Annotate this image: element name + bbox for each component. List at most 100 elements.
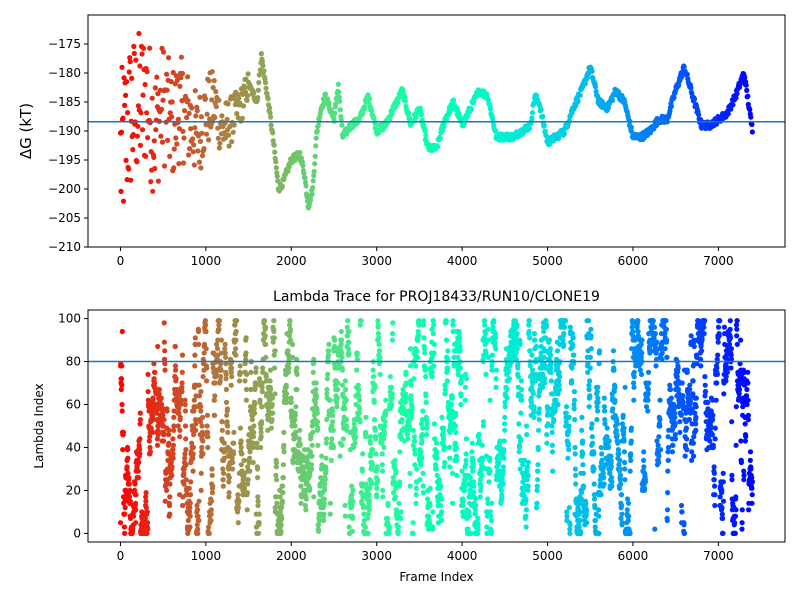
lambda-point <box>523 513 529 519</box>
delta-g-point <box>188 126 194 132</box>
lambda-point <box>549 449 556 455</box>
lambda-point <box>601 481 607 487</box>
x-tick-label: 3000 <box>361 549 392 563</box>
lambda-point <box>301 447 307 453</box>
lambda-point <box>223 399 230 405</box>
lambda-point <box>145 397 151 403</box>
lambda-point <box>665 468 671 474</box>
lambda-point <box>195 530 201 537</box>
lambda-point <box>181 481 187 487</box>
lambda-point <box>260 365 266 371</box>
lambda-point <box>740 404 746 410</box>
lambda-point <box>526 328 532 335</box>
lambda-point <box>229 455 235 461</box>
lambda-point <box>387 374 393 380</box>
lambda-point <box>454 457 460 463</box>
lambda-point <box>208 498 215 504</box>
delta-g-point <box>216 145 222 151</box>
lambda-point <box>719 505 725 511</box>
lambda-point <box>212 380 218 386</box>
lambda-point <box>374 485 380 491</box>
lambda-point <box>303 496 309 502</box>
lambda-point <box>191 397 197 403</box>
lambda-point <box>689 457 695 463</box>
lambda-point <box>281 429 287 435</box>
delta-g-point <box>125 110 131 116</box>
lambda-point <box>687 386 693 393</box>
lambda-point <box>585 369 591 375</box>
lambda-point <box>657 397 663 403</box>
y-tick-label: −190 <box>48 124 81 138</box>
lambda-point <box>488 517 495 524</box>
lambda-point <box>334 399 340 405</box>
lambda-point <box>236 498 242 504</box>
lambda-point <box>583 511 589 517</box>
lambda-point <box>360 505 366 511</box>
lambda-point <box>529 367 536 373</box>
y-tick-label: −205 <box>48 211 81 225</box>
lambda-point <box>462 397 468 403</box>
lambda-point <box>267 378 273 384</box>
delta-g-point <box>540 113 546 120</box>
lambda-point <box>451 354 457 360</box>
lambda-point <box>259 389 265 395</box>
lambda-point <box>160 412 166 418</box>
lambda-point <box>501 447 507 453</box>
lambda-point <box>194 502 200 509</box>
lambda-point <box>745 417 751 423</box>
lambda-point <box>504 386 510 393</box>
lambda-point <box>487 455 493 461</box>
lambda-point <box>221 455 227 461</box>
lambda-point <box>226 479 232 485</box>
lambda-point <box>183 477 189 483</box>
lambda-point <box>144 509 150 515</box>
lambda-point <box>389 401 395 408</box>
lambda-point <box>250 459 256 466</box>
lambda-point <box>125 447 131 453</box>
lambda-point <box>564 513 570 519</box>
lambda-point <box>179 352 186 358</box>
lambda-point <box>392 494 399 500</box>
lambda-point <box>376 341 382 347</box>
lambda-point <box>569 365 575 371</box>
lambda-point <box>733 404 739 410</box>
lambda-point <box>315 425 321 431</box>
lambda-point <box>429 354 435 360</box>
delta-g-point <box>681 64 687 70</box>
delta-g-point <box>191 162 197 168</box>
lambda-panel: Lambda Trace for PROJ18433/RUN10/CLONE19… <box>32 289 786 584</box>
lambda-point <box>612 384 618 390</box>
lambda-point <box>179 380 185 386</box>
lambda-point <box>343 417 350 423</box>
lambda-point <box>243 335 249 341</box>
lambda-point <box>622 466 628 472</box>
lambda-point <box>392 457 398 463</box>
lambda-x-ticks: 0 1000 2000 3000 4000 5000 6000 7000 <box>117 542 734 563</box>
lambda-point <box>334 395 340 401</box>
delta-g-point <box>251 90 257 96</box>
lambda-point <box>744 393 750 399</box>
lambda-point <box>192 341 198 347</box>
lambda-point <box>410 520 416 526</box>
lambda-point <box>332 337 338 343</box>
lambda-point <box>170 447 176 453</box>
lambda-point <box>366 498 373 504</box>
x-tick-label: 0 <box>117 549 125 563</box>
lambda-point <box>523 507 530 513</box>
lambda-point <box>635 328 641 335</box>
lambda-point <box>609 475 615 481</box>
delta-g-point <box>174 141 180 147</box>
lambda-point <box>144 530 150 537</box>
lambda-point <box>515 374 522 380</box>
lambda-point <box>197 419 203 425</box>
lambda-point <box>311 356 317 362</box>
lambda-point <box>270 339 276 345</box>
lambda-point <box>523 496 529 502</box>
lambda-point <box>631 384 637 390</box>
lambda-point <box>119 328 125 335</box>
lambda-point <box>288 395 294 401</box>
lambda-point <box>237 425 243 431</box>
delta-g-point <box>152 85 158 91</box>
lambda-point <box>545 410 551 416</box>
delta-g-point <box>262 80 269 86</box>
